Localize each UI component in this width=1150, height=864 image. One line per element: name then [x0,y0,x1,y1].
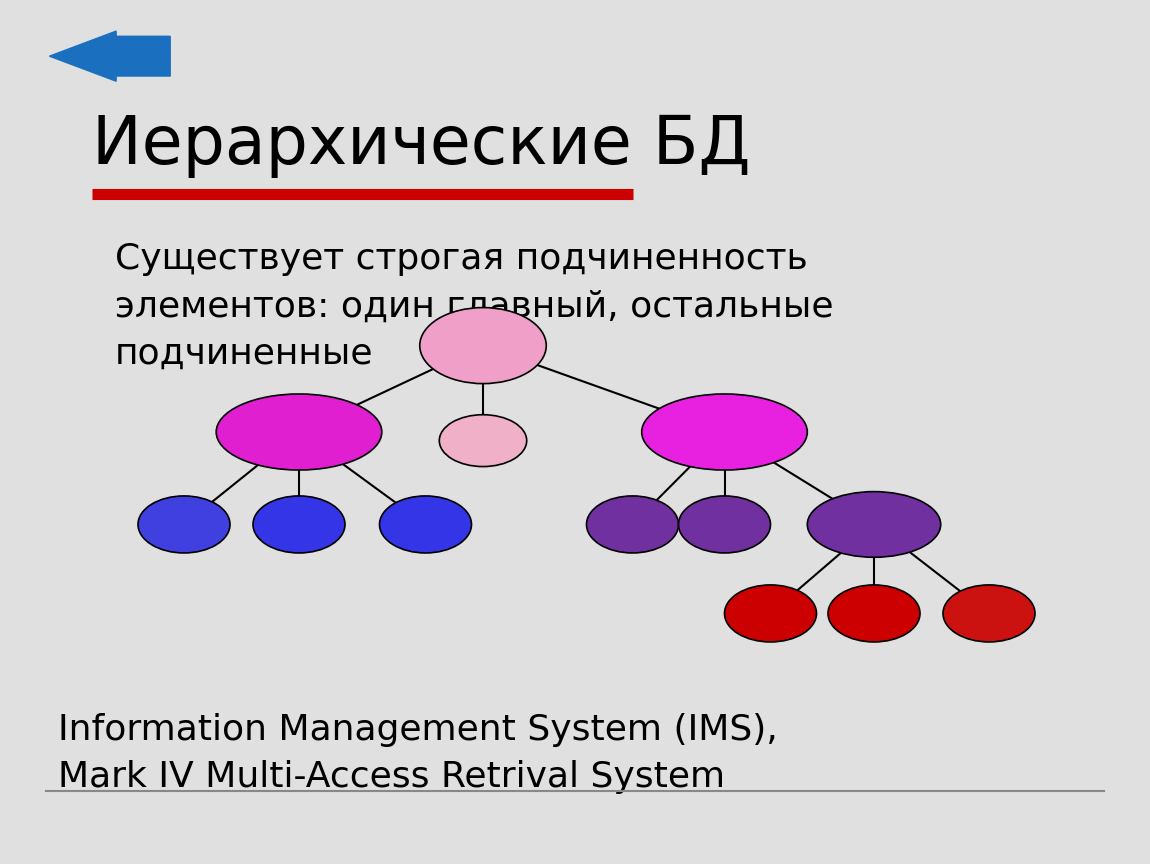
Ellipse shape [420,308,546,384]
Ellipse shape [380,496,471,553]
Ellipse shape [807,492,941,557]
Text: Information Management System (IMS),
Mark IV Multi-Access Retrival System: Information Management System (IMS), Mar… [58,713,777,794]
Ellipse shape [828,585,920,642]
Text: Иерархические БД: Иерархические БД [92,112,751,178]
Ellipse shape [439,415,527,467]
FancyArrow shape [49,31,170,81]
Ellipse shape [678,496,771,553]
Ellipse shape [642,394,807,470]
Ellipse shape [724,585,816,642]
Ellipse shape [216,394,382,470]
Ellipse shape [943,585,1035,642]
Text: Существует строгая подчиненность
элементов: один главный, остальные
подчиненные: Существует строгая подчиненность элемент… [115,242,834,371]
Ellipse shape [138,496,230,553]
Ellipse shape [253,496,345,553]
Ellipse shape [586,496,678,553]
